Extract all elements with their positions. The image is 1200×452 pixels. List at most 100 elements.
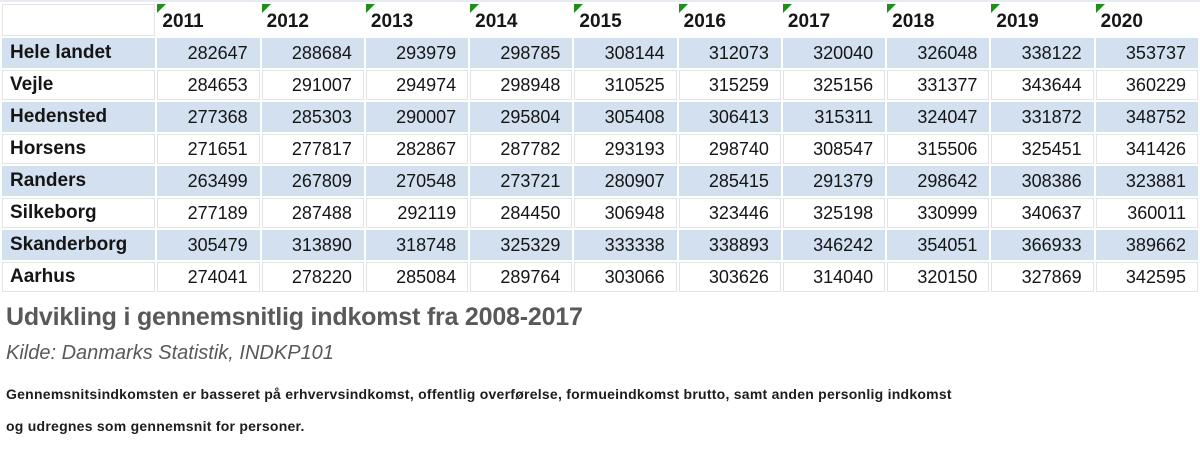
value-cell[interactable]: 323881 — [1095, 166, 1198, 196]
year-header-cell[interactable]: 2014 — [470, 4, 573, 36]
value-cell[interactable]: 289764 — [470, 262, 573, 292]
value-cell[interactable]: 320040 — [782, 38, 886, 68]
value-cell[interactable]: 360011 — [1095, 198, 1198, 228]
corner-cell[interactable] — [2, 4, 156, 36]
value-cell[interactable]: 290007 — [365, 102, 469, 132]
value-cell[interactable]: 285084 — [365, 262, 469, 292]
value-cell[interactable]: 315259 — [678, 70, 781, 100]
value-cell[interactable]: 270548 — [365, 166, 469, 196]
value-cell[interactable]: 292119 — [365, 198, 469, 228]
value-cell[interactable]: 340637 — [991, 198, 1094, 228]
value-cell[interactable]: 291007 — [261, 70, 364, 100]
value-cell[interactable]: 333338 — [574, 230, 677, 260]
value-cell[interactable]: 263499 — [157, 166, 260, 196]
year-header-cell[interactable]: 2017 — [782, 4, 886, 36]
value-cell[interactable]: 287782 — [470, 134, 573, 164]
value-cell[interactable]: 348752 — [1095, 102, 1198, 132]
value-cell[interactable]: 341426 — [1095, 134, 1198, 164]
value-cell[interactable]: 303626 — [678, 262, 781, 292]
value-cell[interactable]: 303066 — [574, 262, 677, 292]
value-cell[interactable]: 305408 — [574, 102, 677, 132]
value-cell[interactable]: 298642 — [887, 166, 990, 196]
municipality-label-cell[interactable]: Silkeborg — [2, 198, 156, 228]
value-cell[interactable]: 353737 — [1095, 38, 1198, 68]
value-cell[interactable]: 298785 — [470, 38, 573, 68]
value-cell[interactable]: 305479 — [157, 230, 260, 260]
value-cell[interactable]: 330999 — [887, 198, 990, 228]
value-cell[interactable]: 324047 — [887, 102, 990, 132]
year-header-cell[interactable]: 2015 — [574, 4, 677, 36]
value-cell[interactable]: 338122 — [991, 38, 1094, 68]
value-cell[interactable]: 313890 — [261, 230, 364, 260]
value-cell[interactable]: 326048 — [887, 38, 990, 68]
value-cell[interactable]: 325329 — [470, 230, 573, 260]
year-header-cell[interactable]: 2019 — [991, 4, 1094, 36]
municipality-label-cell[interactable]: Skanderborg — [2, 230, 156, 260]
value-cell[interactable]: 308386 — [991, 166, 1094, 196]
value-cell[interactable]: 325451 — [991, 134, 1094, 164]
value-cell[interactable]: 315311 — [782, 102, 886, 132]
value-cell[interactable]: 298740 — [678, 134, 781, 164]
year-header-cell[interactable]: 2020 — [1095, 4, 1198, 36]
value-cell[interactable]: 360229 — [1095, 70, 1198, 100]
municipality-label-cell[interactable]: Randers — [2, 166, 156, 196]
value-cell[interactable]: 293979 — [365, 38, 469, 68]
value-cell[interactable]: 277368 — [157, 102, 260, 132]
value-cell[interactable]: 308547 — [782, 134, 886, 164]
value-cell[interactable]: 278220 — [261, 262, 364, 292]
value-cell[interactable]: 284450 — [470, 198, 573, 228]
value-cell[interactable]: 331872 — [991, 102, 1094, 132]
table-row: Hele landet 282647 288684 293979 298785 30814… — [2, 38, 1198, 68]
value-cell[interactable]: 288684 — [261, 38, 364, 68]
value-cell[interactable]: 314040 — [782, 262, 886, 292]
value-cell[interactable]: 282867 — [365, 134, 469, 164]
value-cell[interactable]: 267809 — [261, 166, 364, 196]
value-cell[interactable]: 295804 — [470, 102, 573, 132]
year-header-cell[interactable]: 2013 — [365, 4, 469, 36]
value-cell[interactable]: 342595 — [1095, 262, 1198, 292]
value-cell[interactable]: 331377 — [887, 70, 990, 100]
value-cell[interactable]: 293193 — [574, 134, 677, 164]
value-cell[interactable]: 306948 — [574, 198, 677, 228]
year-header-cell[interactable]: 2016 — [678, 4, 781, 36]
value-cell[interactable]: 277189 — [157, 198, 260, 228]
value-cell[interactable]: 338893 — [678, 230, 781, 260]
year-header-cell[interactable]: 2012 — [261, 4, 364, 36]
municipality-label-cell[interactable]: Hedensted — [2, 102, 156, 132]
value-cell[interactable]: 346242 — [782, 230, 886, 260]
value-cell[interactable]: 287488 — [261, 198, 364, 228]
value-cell[interactable]: 312073 — [678, 38, 781, 68]
value-cell[interactable]: 277817 — [261, 134, 364, 164]
municipality-label-cell[interactable]: Aarhus — [2, 262, 156, 292]
value-cell[interactable]: 315506 — [887, 134, 990, 164]
municipality-label-cell[interactable]: Horsens — [2, 134, 156, 164]
value-cell[interactable]: 325198 — [782, 198, 886, 228]
value-cell[interactable]: 294974 — [365, 70, 469, 100]
value-cell[interactable]: 271651 — [157, 134, 260, 164]
value-cell[interactable]: 320150 — [887, 262, 990, 292]
year-header-cell[interactable]: 2018 — [887, 4, 990, 36]
municipality-label-cell[interactable]: Vejle — [2, 70, 156, 100]
value-cell[interactable]: 291379 — [782, 166, 886, 196]
value-cell[interactable]: 325156 — [782, 70, 886, 100]
value-cell[interactable]: 308144 — [574, 38, 677, 68]
value-cell[interactable]: 274041 — [157, 262, 260, 292]
value-cell[interactable]: 306413 — [678, 102, 781, 132]
value-cell[interactable]: 280907 — [574, 166, 677, 196]
value-cell[interactable]: 327869 — [991, 262, 1094, 292]
value-cell[interactable]: 343644 — [991, 70, 1094, 100]
value-cell[interactable]: 284653 — [157, 70, 260, 100]
year-header-cell[interactable]: 2011 — [157, 4, 260, 36]
value-cell[interactable]: 318748 — [365, 230, 469, 260]
value-cell[interactable]: 389662 — [1095, 230, 1198, 260]
value-cell[interactable]: 285415 — [678, 166, 781, 196]
value-cell[interactable]: 323446 — [678, 198, 781, 228]
value-cell[interactable]: 310525 — [574, 70, 677, 100]
value-cell[interactable]: 366933 — [991, 230, 1094, 260]
value-cell[interactable]: 273721 — [470, 166, 573, 196]
value-cell[interactable]: 298948 — [470, 70, 573, 100]
value-cell[interactable]: 282647 — [157, 38, 260, 68]
value-cell[interactable]: 354051 — [887, 230, 990, 260]
value-cell[interactable]: 285303 — [261, 102, 364, 132]
municipality-label-cell[interactable]: Hele landet — [2, 38, 156, 68]
